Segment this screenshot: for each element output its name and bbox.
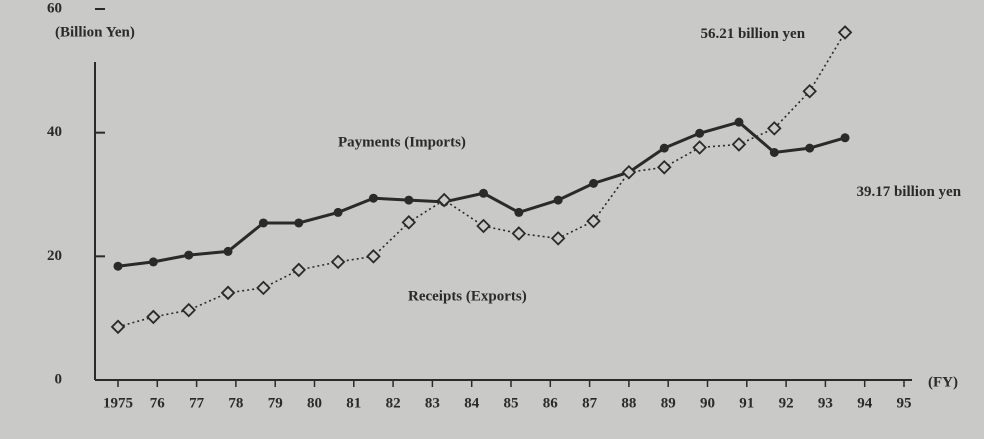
point bbox=[767, 121, 782, 136]
x-tick-label: 93 bbox=[818, 395, 833, 411]
point bbox=[148, 257, 158, 267]
point bbox=[476, 218, 491, 234]
point bbox=[366, 249, 381, 264]
y-tick-label: 0 bbox=[55, 371, 63, 387]
x-tick-label: 81 bbox=[346, 395, 361, 411]
x-tick-label: 87 bbox=[582, 395, 598, 411]
point bbox=[333, 207, 343, 217]
point bbox=[404, 195, 414, 205]
point bbox=[805, 143, 815, 153]
point bbox=[478, 188, 488, 198]
x-tick-label: 88 bbox=[621, 395, 636, 411]
point bbox=[692, 140, 707, 155]
point bbox=[110, 319, 126, 335]
series-label: Payments (Imports) bbox=[338, 134, 466, 150]
point bbox=[330, 254, 346, 270]
point bbox=[294, 218, 304, 228]
annotation: 56.21 billion yen bbox=[700, 26, 805, 42]
x-tick-label: 78 bbox=[228, 395, 243, 411]
point bbox=[586, 213, 601, 229]
x-tick-label: 80 bbox=[307, 395, 322, 411]
point bbox=[223, 246, 233, 256]
point bbox=[621, 164, 637, 180]
point bbox=[659, 143, 669, 153]
x-tick-label: 91 bbox=[739, 395, 754, 411]
point bbox=[769, 147, 779, 157]
x-tick-label: 89 bbox=[661, 395, 676, 411]
point bbox=[258, 218, 268, 228]
x-tick-label: 83 bbox=[425, 395, 440, 411]
x-tick-label: 92 bbox=[779, 395, 794, 411]
point bbox=[146, 309, 161, 325]
point bbox=[840, 133, 850, 143]
x-tick-label: 94 bbox=[857, 395, 873, 411]
point bbox=[802, 83, 817, 99]
x-axis-label: (FY) bbox=[928, 374, 958, 390]
point bbox=[553, 195, 563, 205]
point bbox=[511, 226, 527, 241]
y-tick-label: 20 bbox=[47, 248, 62, 264]
x-tick-label: 90 bbox=[700, 395, 715, 411]
x-tick-label: 95 bbox=[897, 395, 912, 411]
x-tick-label: 86 bbox=[543, 395, 559, 411]
y-tick-label: 40 bbox=[47, 124, 62, 140]
point bbox=[113, 261, 123, 271]
x-tick-label: 85 bbox=[504, 395, 519, 411]
point bbox=[734, 117, 744, 127]
point bbox=[436, 192, 452, 208]
point bbox=[837, 25, 853, 40]
x-tick-label: 1975 bbox=[103, 395, 133, 411]
point bbox=[695, 128, 705, 138]
x-tick-label: 82 bbox=[386, 395, 401, 411]
point bbox=[589, 178, 599, 188]
point bbox=[656, 160, 672, 175]
point bbox=[401, 215, 417, 230]
point bbox=[256, 280, 271, 296]
x-tick-label: 84 bbox=[464, 395, 480, 411]
point bbox=[184, 250, 194, 260]
y-axis-label: (Billion Yen) bbox=[55, 24, 135, 40]
point bbox=[514, 207, 524, 217]
point bbox=[181, 302, 197, 318]
series-label: Receipts (Exports) bbox=[408, 288, 527, 304]
y-tick-label: 60 bbox=[47, 0, 62, 16]
point bbox=[368, 193, 378, 203]
point bbox=[220, 285, 236, 301]
x-tick-label: 76 bbox=[150, 395, 166, 411]
point bbox=[731, 137, 747, 152]
x-tick-label: 77 bbox=[189, 395, 205, 411]
x-tick-label: 79 bbox=[268, 395, 283, 411]
point bbox=[291, 262, 307, 278]
point bbox=[550, 231, 566, 246]
annotation: 39.17 billion yen bbox=[856, 184, 961, 200]
